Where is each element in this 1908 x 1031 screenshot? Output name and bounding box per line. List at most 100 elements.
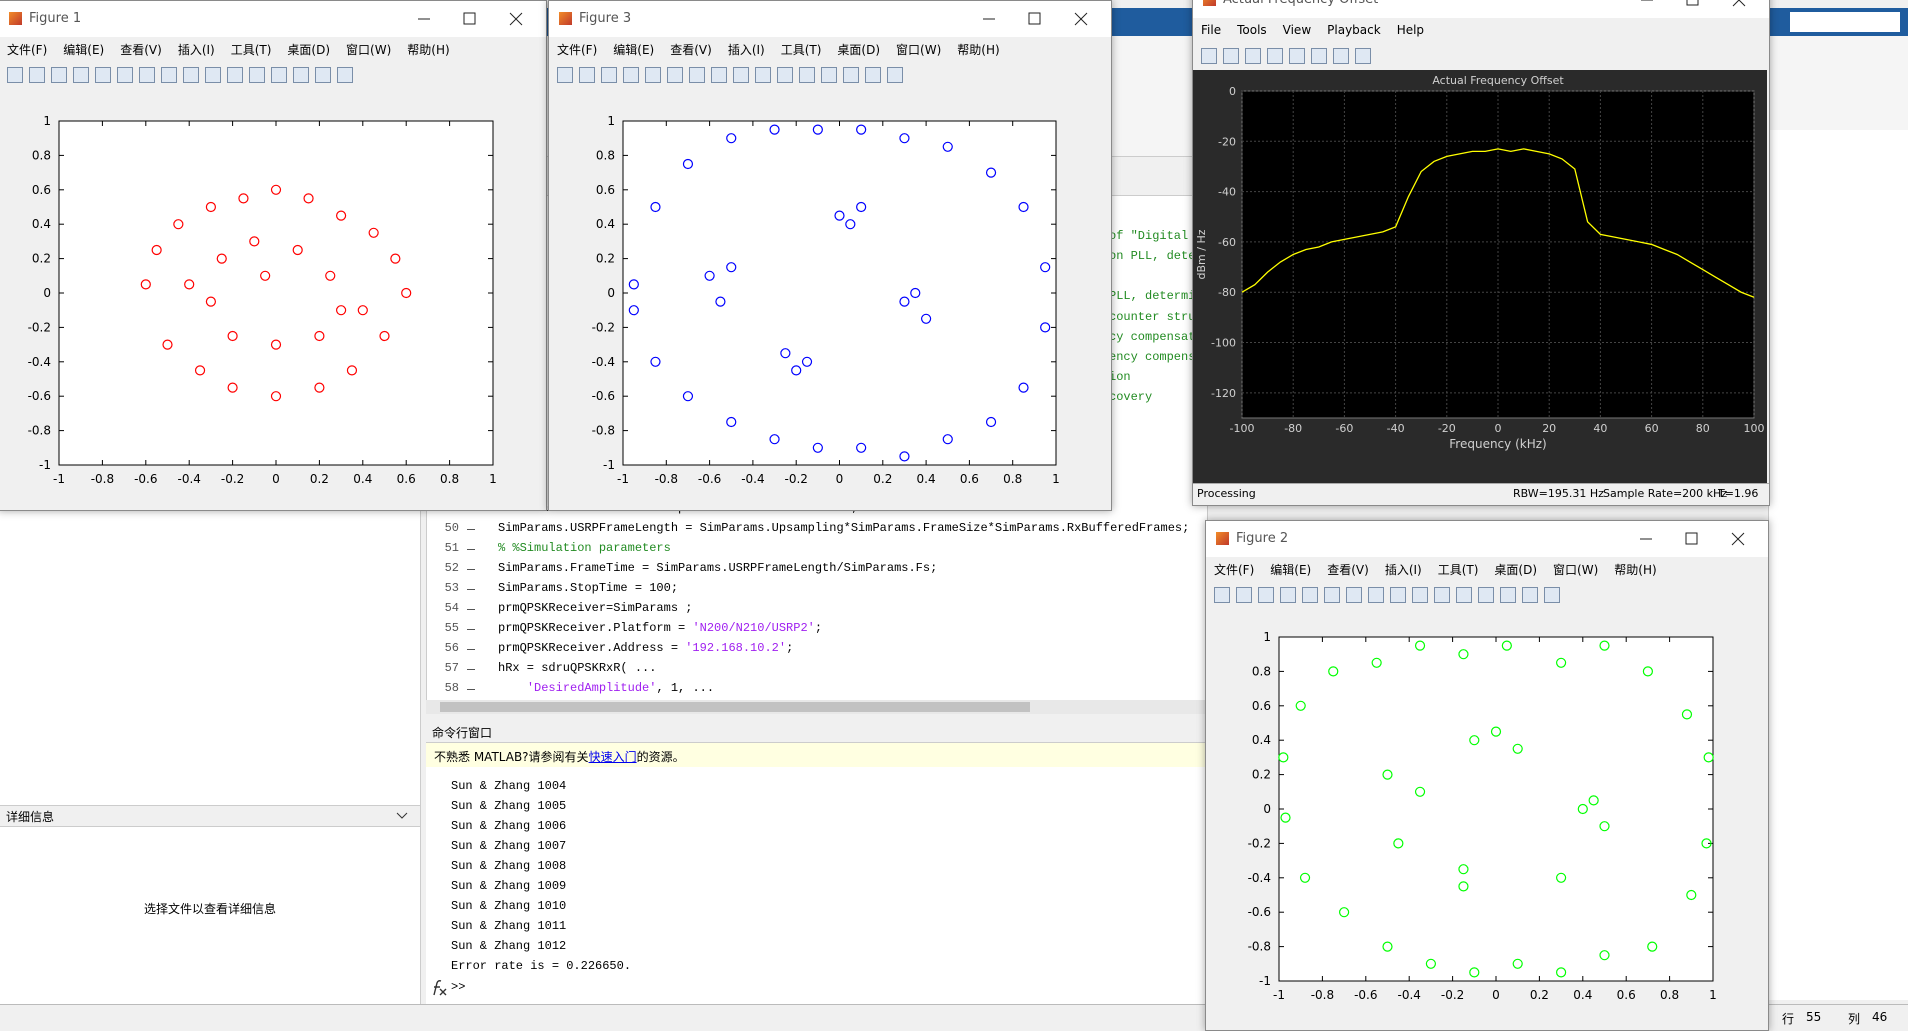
chevron[interactable] (396, 810, 408, 822)
menu-item[interactable]: 编辑(E) (1270, 562, 1312, 577)
tool-button[interactable] (711, 67, 727, 83)
tool-button[interactable] (51, 67, 67, 83)
tool-button[interactable] (1412, 587, 1428, 603)
tool-button[interactable] (29, 67, 45, 83)
tool-button[interactable] (1311, 48, 1327, 64)
tool-button[interactable] (821, 67, 837, 83)
tool-button[interactable] (315, 67, 331, 83)
tool-button[interactable] (1333, 48, 1349, 64)
menu-item[interactable]: 文件(F) (1214, 562, 1255, 577)
tool-button[interactable] (1390, 587, 1406, 603)
window-buttons[interactable] (404, 1, 544, 37)
tool-button[interactable] (1280, 587, 1296, 603)
menu-item[interactable]: 桌面(D) (287, 42, 331, 57)
menu-item[interactable]: Playback (1327, 23, 1381, 37)
tool-button[interactable] (1245, 48, 1261, 64)
menu-item[interactable]: 插入(I) (1384, 562, 1422, 577)
tool-button[interactable] (1214, 587, 1230, 603)
x-tick-label: 1 (489, 472, 497, 486)
tool-button[interactable] (1236, 587, 1252, 603)
h-scrollbar[interactable] (426, 700, 1206, 714)
tool-button[interactable] (73, 67, 89, 83)
tool-button[interactable] (865, 67, 881, 83)
menu-item[interactable]: File (1201, 23, 1222, 37)
menu-item[interactable]: 桌面(D) (1494, 562, 1538, 577)
menu-item[interactable]: Help (1396, 23, 1425, 37)
menu-item[interactable]: 帮助(H) (957, 42, 1000, 57)
menu-item[interactable]: 窗口(W) (896, 42, 942, 57)
tool-button[interactable] (1500, 587, 1516, 603)
tool-button[interactable] (183, 67, 199, 83)
tool-button[interactable] (227, 67, 243, 83)
tool-button[interactable] (271, 67, 287, 83)
tool-button[interactable] (1324, 587, 1340, 603)
menu-item[interactable]: 工具(T) (780, 42, 822, 57)
tool-button[interactable] (117, 67, 133, 83)
menu-bar: 文件(F) 编辑(E) 查看(V) 插入(I) 工具(T) 桌面(D) 窗口(W) 帮助(H) (549, 37, 1111, 61)
tool-button[interactable] (139, 67, 155, 83)
tool-button[interactable] (7, 67, 23, 83)
menu-item[interactable]: 插入(I) (177, 42, 215, 57)
search-box[interactable] (1790, 12, 1900, 32)
menu-item[interactable]: 查看(V) (120, 42, 162, 57)
tool-button[interactable] (95, 67, 111, 83)
menu-item[interactable]: 查看(V) (670, 42, 712, 57)
menu-item[interactable]: Tools (1237, 23, 1267, 37)
tool-button[interactable] (1302, 587, 1318, 603)
tool-button[interactable] (1368, 587, 1384, 603)
menu-item[interactable]: 帮助(H) (407, 42, 450, 57)
point (715, 296, 726, 307)
menu-item[interactable]: 工具(T) (230, 42, 272, 57)
menu-item[interactable]: 文件(F) (557, 42, 598, 57)
tool-button[interactable] (161, 67, 177, 83)
tool-button[interactable] (887, 67, 903, 83)
menu-item[interactable]: View (1282, 23, 1312, 37)
window-buttons[interactable] (1626, 521, 1766, 557)
tool-button[interactable] (557, 67, 573, 83)
tool-button[interactable] (777, 67, 793, 83)
tool-button[interactable] (799, 67, 815, 83)
menu-item[interactable]: 窗口(W) (1553, 562, 1599, 577)
scroll-thumb[interactable] (440, 702, 1030, 712)
menu-item[interactable]: 查看(V) (1327, 562, 1369, 577)
menu-item[interactable]: 窗口(W) (346, 42, 392, 57)
notice-link[interactable]: 快速入门 (588, 750, 637, 764)
window-title: Figure 3 (579, 11, 632, 26)
window-buttons[interactable] (1627, 0, 1767, 18)
tool-button[interactable] (1522, 587, 1538, 603)
tool-button[interactable] (1346, 587, 1362, 603)
tool-button[interactable] (205, 67, 221, 83)
menu-item[interactable]: 文件(F) (7, 42, 48, 57)
tool-button[interactable] (1456, 587, 1472, 603)
tool-button[interactable] (1355, 48, 1371, 64)
tool-button[interactable] (623, 67, 639, 83)
tool-button[interactable] (293, 67, 309, 83)
tool-button[interactable] (1434, 587, 1450, 603)
tool-button[interactable] (1223, 48, 1239, 64)
tool-button[interactable] (645, 67, 661, 83)
point (314, 330, 325, 342)
tool-button[interactable] (1258, 587, 1274, 603)
menu-item[interactable]: 桌面(D) (837, 42, 881, 57)
tool-button[interactable] (1267, 48, 1283, 64)
menu-item[interactable]: 编辑(E) (63, 42, 105, 57)
menu-item[interactable]: 工具(T) (1437, 562, 1479, 577)
tool-button[interactable] (667, 67, 683, 83)
tool-button[interactable] (337, 67, 353, 83)
menu-item[interactable]: 帮助(H) (1614, 562, 1657, 577)
tool-button[interactable] (755, 67, 771, 83)
tool-button[interactable] (1478, 587, 1494, 603)
menu-item[interactable]: 编辑(E) (613, 42, 655, 57)
tool-button[interactable] (1289, 48, 1305, 64)
tool-button[interactable] (579, 67, 595, 83)
tool-button[interactable] (1201, 48, 1217, 64)
tool-button[interactable] (249, 67, 265, 83)
tool-button[interactable] (843, 67, 859, 83)
tool-button[interactable] (689, 67, 705, 83)
menu-item[interactable]: 插入(I) (727, 42, 765, 57)
tool-button[interactable] (1544, 587, 1560, 603)
y-tick-label: -60 (1218, 236, 1236, 249)
tool-button[interactable] (733, 67, 749, 83)
window-buttons[interactable] (969, 1, 1109, 37)
tool-button[interactable] (601, 67, 617, 83)
